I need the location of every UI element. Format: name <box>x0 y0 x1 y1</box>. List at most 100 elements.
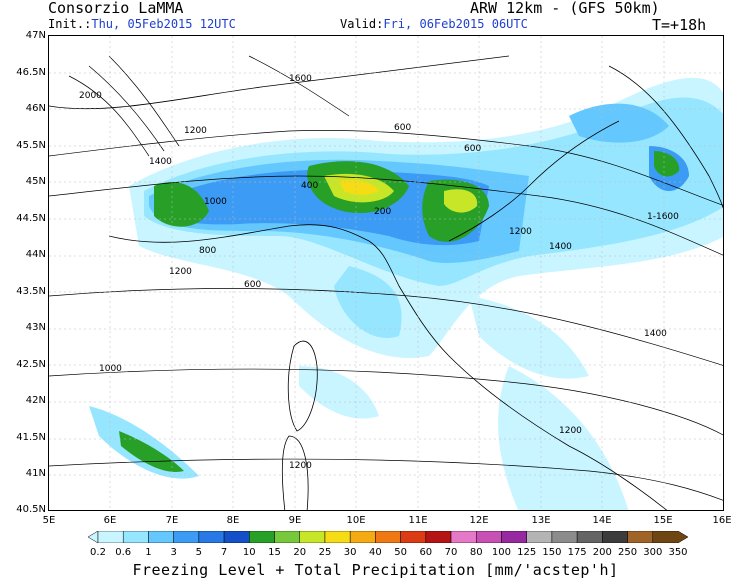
lat-label: 41.5N <box>16 432 46 443</box>
valid-label: Valid: <box>340 17 384 31</box>
colorbar-swatch <box>476 531 502 543</box>
colorbar-swatch <box>551 531 578 543</box>
valid-value: Fri, 06Feb2015 06UTC <box>383 17 528 31</box>
colorbar-label: 150 <box>542 547 562 558</box>
lon-label: 9E <box>288 515 302 526</box>
lon-label: 7E <box>165 515 179 526</box>
colorbar-swatch <box>526 531 553 543</box>
contour-label: 1400 <box>644 329 667 339</box>
colorbar-label: 5 <box>195 547 203 558</box>
colorbar-label: 1 <box>145 547 152 558</box>
lat-label: 40.5N <box>16 504 46 515</box>
lat-label: 43N <box>25 322 46 333</box>
colorbar-swatch <box>223 531 250 543</box>
contour-label: 600 <box>394 123 411 133</box>
lon-label: 12E <box>469 515 489 526</box>
lat-label: 44.5N <box>16 213 46 224</box>
init-label: Init.: <box>48 17 92 31</box>
lon-label: 16E <box>712 515 732 526</box>
lon-label: 5E <box>42 515 56 526</box>
freezing-level-contours <box>49 55 723 501</box>
colorbar-swatch <box>375 531 401 543</box>
colorbar-arrow-left <box>88 531 99 543</box>
lat-label: 46.5N <box>16 67 46 78</box>
contour-label: 1200 <box>184 126 207 136</box>
colorbar-label: 200 <box>592 547 612 558</box>
lat-label: 45.5N <box>16 140 46 151</box>
init-value: Thu, 05Feb2015 12UTC <box>91 17 236 31</box>
colorbar-label: 15 <box>268 547 281 558</box>
lon-label: 11E <box>408 515 428 526</box>
colorbar-label: 60 <box>419 547 433 558</box>
colorbar-label: 30 <box>343 547 357 558</box>
contour-label: 600 <box>464 144 481 154</box>
contour-label: 400 <box>301 181 318 191</box>
colorbar-swatch <box>425 531 452 543</box>
colorbar <box>88 531 688 543</box>
lat-label: 46N <box>25 103 46 114</box>
contour-label-group: 600 1600 2000 1200 1400 1000 800 400 200… <box>79 74 679 471</box>
contour-label: 1600 <box>289 74 312 84</box>
colorbar-label: 40 <box>369 547 382 558</box>
lon-label: 10E <box>346 515 366 526</box>
colorbar-label: 300 <box>643 547 663 558</box>
lon-label: 14E <box>592 515 612 526</box>
contour-label: 800 <box>199 246 216 256</box>
contour-label: 1200 <box>169 267 192 277</box>
chart-footer: Freezing Level + Total Precipitation [mm… <box>132 561 619 579</box>
lat-label: 44N <box>25 249 46 260</box>
colorbar-swatch <box>576 531 603 543</box>
colorbar-swatch <box>97 531 124 543</box>
colorbar-label: 100 <box>491 547 512 558</box>
contour-label: 1-1600 <box>647 212 679 222</box>
map-frame: 600 1600 2000 1200 1400 1000 800 400 200… <box>48 35 724 511</box>
colorbar-swatch <box>249 531 275 543</box>
lon-label: 13E <box>531 515 551 526</box>
colorbar-label: 50 <box>394 547 407 558</box>
colorbar-swatch <box>627 531 654 543</box>
lat-label: 45N <box>25 176 46 187</box>
lat-label: 42.5N <box>16 359 46 370</box>
contour-label: 200 <box>374 207 391 217</box>
colorbar-label: 25 <box>318 547 332 558</box>
colorbar-swatch <box>274 531 300 543</box>
colorbar-swatch <box>148 531 174 543</box>
colorbar-label: 175 <box>567 547 587 558</box>
contour-label: 2000 <box>79 91 102 101</box>
header-init: Init.:Thu, 05Feb2015 12UTC <box>48 18 236 31</box>
colorbar-swatch <box>198 531 225 543</box>
colorbar-swatch <box>299 531 326 543</box>
colorbar-label: 80 <box>469 547 483 558</box>
contour-label: 1000 <box>99 364 122 374</box>
colorbar-label: 7 <box>220 547 228 558</box>
colorbar-swatch <box>400 531 427 543</box>
colorbar-label: 0.6 <box>115 547 132 558</box>
header-valid: Valid:Fri, 06Feb2015 06UTC <box>340 18 528 31</box>
lon-label: 8E <box>226 515 240 526</box>
precipitation-field <box>89 77 723 510</box>
colorbar-swatch <box>602 531 628 543</box>
contour-label: 1200 <box>559 426 582 436</box>
header-producer: Consorzio LaMMA <box>48 0 184 17</box>
contour-label: 1200 <box>509 227 532 237</box>
colorbar-swatch <box>324 531 351 543</box>
colorbar-label: 0.2 <box>90 547 106 558</box>
colorbar-label: 3 <box>170 547 177 558</box>
contour-label: 600 <box>244 280 261 290</box>
colorbar-label: 10 <box>242 547 256 558</box>
colorbar-swatch <box>450 531 477 543</box>
lat-label: 42N <box>25 395 46 406</box>
colorbar-swatch <box>349 531 376 543</box>
colorbar-label: 125 <box>517 547 537 558</box>
colorbar-arrow-right <box>652 531 688 543</box>
colorbar-label: 20 <box>293 547 307 558</box>
contour-label: 1400 <box>549 242 572 252</box>
colorbar-label: 250 <box>618 547 638 558</box>
colorbar-label: 350 <box>668 547 688 558</box>
lon-label: 6E <box>103 515 117 526</box>
contour-label: 1400 <box>149 157 172 167</box>
lat-label: 41N <box>25 468 46 479</box>
header-step: T=+18h <box>652 16 707 34</box>
map-canvas: 600 1600 2000 1200 1400 1000 800 400 200… <box>49 36 723 510</box>
colorbar-label: 70 <box>444 547 458 558</box>
